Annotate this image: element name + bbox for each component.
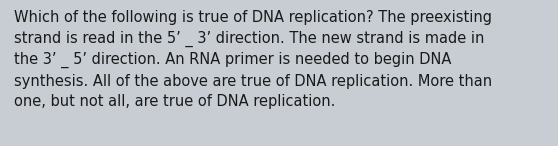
Text: Which of the following is true of DNA replication? The preexisting
strand is rea: Which of the following is true of DNA re… — [14, 10, 492, 109]
